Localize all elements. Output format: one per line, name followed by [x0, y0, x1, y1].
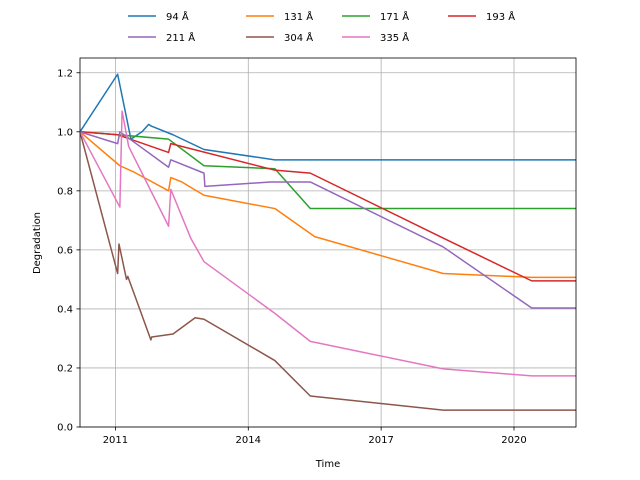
legend-label: 304 Å: [284, 31, 313, 44]
series-line-335: [80, 110, 576, 377]
plot-frame: [79, 57, 577, 428]
legend-label: 131 Å: [284, 10, 313, 23]
series-layer: [80, 73, 576, 411]
series-line-211: [80, 131, 576, 309]
x-tick-label: 2017: [368, 435, 393, 446]
legend-label: 171 Å: [380, 10, 409, 23]
legend-label: 335 Å: [380, 31, 409, 44]
legend-label: 193 Å: [486, 10, 515, 23]
y-axis-label: Degradation: [32, 212, 43, 274]
y-tick-label: 0.4: [57, 304, 73, 315]
x-tick-label: 2020: [501, 435, 526, 446]
legend-label: 94 Å: [166, 10, 189, 23]
x-tick-label: 2011: [103, 435, 128, 446]
legend: 94 Å 131 Å 171 Å 193 Å 211 Å 304 Å 335 Å: [128, 10, 515, 44]
y-tick-label: 0.2: [57, 363, 73, 374]
y-tick-label: 0.8: [57, 186, 73, 197]
y-tick-label: 1.0: [57, 127, 73, 138]
y-tick-label: 0.6: [57, 245, 73, 256]
legend-label: 211 Å: [166, 31, 195, 44]
x-axis-ticks: 2011 2014 2017 2020: [103, 427, 527, 446]
y-axis-ticks: 0.0 0.2 0.4 0.6 0.8 1.0 1.2: [57, 68, 80, 434]
x-axis-label: Time: [315, 459, 340, 470]
y-tick-label: 1.2: [57, 68, 73, 79]
series-line-131: [80, 130, 576, 279]
y-tick-label: 0.0: [57, 423, 73, 434]
grid-lines: [80, 58, 576, 428]
x-tick-label: 2014: [236, 435, 261, 446]
series-line-304: [80, 130, 576, 411]
series-line-193: [80, 131, 576, 282]
series-line-94: [80, 73, 576, 161]
